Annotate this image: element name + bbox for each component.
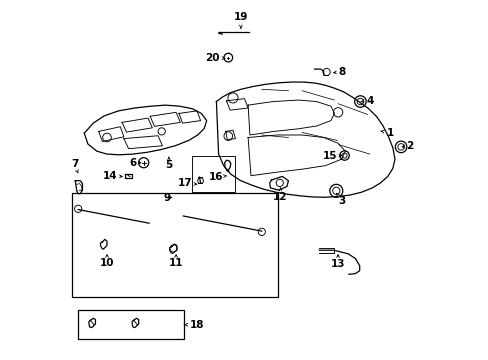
Text: 14: 14 — [103, 171, 122, 181]
Text: 6: 6 — [129, 158, 141, 168]
Text: 12: 12 — [273, 188, 287, 202]
Text: 17: 17 — [177, 178, 196, 188]
Text: 20: 20 — [204, 53, 224, 63]
Text: 11: 11 — [168, 255, 183, 269]
Bar — [72, 193, 277, 297]
Text: 18: 18 — [184, 320, 204, 330]
Text: 9: 9 — [163, 193, 171, 203]
Text: 3: 3 — [336, 193, 345, 206]
Text: 19: 19 — [233, 12, 247, 28]
Bar — [192, 156, 234, 192]
Text: 16: 16 — [208, 172, 226, 182]
Text: 4: 4 — [360, 96, 373, 106]
Text: 7: 7 — [71, 159, 78, 173]
Text: 1: 1 — [380, 128, 393, 138]
Text: 8: 8 — [333, 67, 345, 77]
Bar — [78, 310, 184, 339]
Text: 10: 10 — [100, 255, 114, 269]
Text: 2: 2 — [401, 141, 413, 151]
Text: 5: 5 — [165, 157, 172, 170]
Text: 13: 13 — [330, 255, 345, 269]
Text: 15: 15 — [322, 150, 341, 161]
